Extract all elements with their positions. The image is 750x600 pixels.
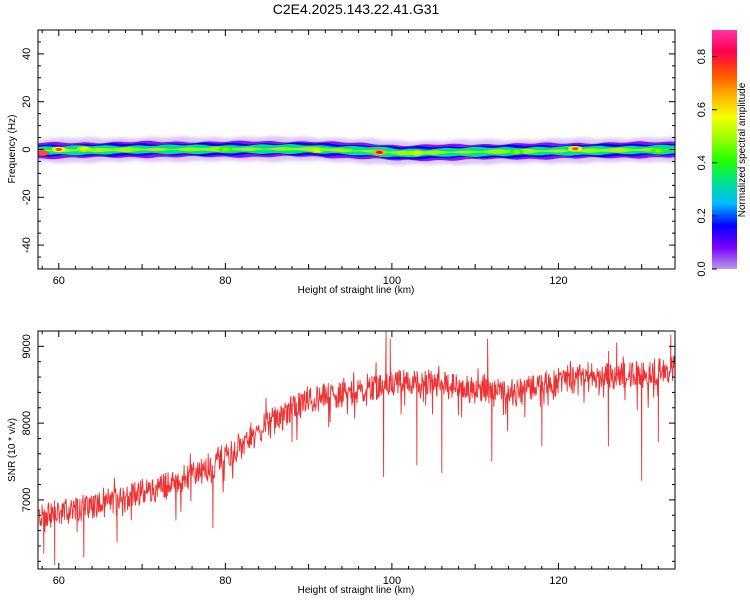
snr-series-line [38,331,675,566]
colorbar-tick-label: 0.4 [696,155,708,170]
spectral-hotspot-core [571,147,579,151]
snr-x-tick-label: 100 [383,575,401,587]
colorbar-label: Normalized spectral amplitude [737,82,748,217]
spectrogram-y-tick-label: 40 [21,48,33,60]
colorbar-tick-label: 0.2 [696,208,708,223]
snr-x-axis-label: Height of straight line (km) [298,585,415,596]
colorbar-tick-label: 0.6 [696,102,708,117]
spectrogram-y-tick-label: 0 [21,146,33,152]
snr-plot-area [38,331,675,569]
snr-x-tick-label: 80 [219,575,231,587]
spectral-hotspot-core [221,147,229,152]
snr-x-tick-label: 60 [53,575,65,587]
spectrogram-ticks: 60 80 100 120 40 20 0 -20 -40 [21,29,676,287]
spectral-hotspot-core [375,150,383,154]
spectrogram-y-tick-label: -20 [21,189,33,205]
spectral-band [38,136,675,166]
snr-x-tick-label: 120 [549,575,567,587]
snr-ticks: 60 80 100 120 7000 8000 9000 [21,330,676,587]
snr-frame [37,330,676,570]
colorbar-ticks: 0.0 0.2 0.4 0.6 0.8 [696,49,717,277]
spectral-band-contour [38,146,675,156]
spectrogram-y-axis-label: Frequency (Hz) [7,115,18,184]
spectrogram-x-tick-label: 60 [53,275,65,287]
spectral-hotspot-core [654,149,662,153]
spectrogram-panel: 60 80 100 120 40 20 0 -20 -40 Height of straight… [7,29,676,296]
spectral-hotspot-core [513,150,521,154]
colorbar-tick-label: 0.8 [696,49,708,64]
spectrogram-y-tick-label: -40 [21,237,33,253]
colorbar-gradient [712,30,737,269]
chart-title: C2E4.2025.143.22.41.G31 [273,1,440,17]
snr-y-tick-label: 9000 [21,334,33,358]
snr-y-axis-label: SNR (10 * v/v) [7,418,18,482]
snr-y-tick-label: 8000 [21,411,33,435]
spectral-hotspot-core [38,151,46,155]
spectral-hotspot-core [55,147,63,152]
spectrogram-x-tick-label: 120 [549,275,567,287]
spectrogram-x-tick-label: 80 [219,275,231,287]
spectrogram-y-tick-label: 20 [21,96,33,108]
colorbar-tick-label: 0.0 [696,261,708,276]
spectral-hotspot-core [80,147,88,151]
spectral-hotspot-core [413,151,421,155]
snr-y-tick-label: 7000 [21,488,33,512]
spectrogram-x-tick-label: 100 [383,275,401,287]
snr-panel: 60 80 100 120 7000 8000 9000 Height of straigh… [7,330,676,596]
spectral-hotspot-core [313,148,321,152]
spectrogram-x-axis-label: Height of straight line (km) [298,285,415,296]
colorbar: 0.0 0.2 0.4 0.6 0.8 Normalized spectral ampl… [696,30,748,277]
